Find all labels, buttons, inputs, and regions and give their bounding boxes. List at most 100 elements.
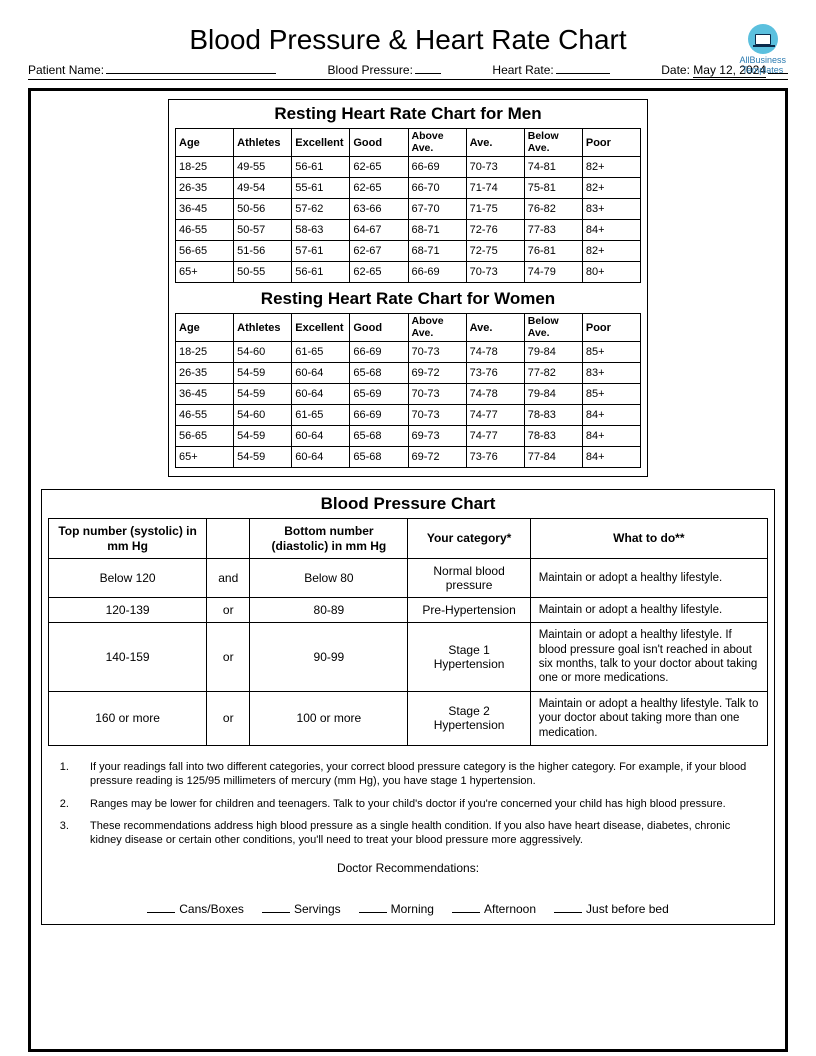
heart-rate-input[interactable]: [556, 62, 610, 74]
table-cell: 26-35: [176, 363, 234, 384]
schedule-field[interactable]: Morning: [359, 901, 434, 916]
table-cell: 60-64: [292, 384, 350, 405]
column-header: [207, 519, 250, 559]
brand-logo: AllBusiness Templates: [739, 24, 786, 75]
table-row: 26-3554-5960-6465-6869-7273-7677-8283+: [176, 363, 641, 384]
schedule-field[interactable]: Afternoon: [452, 901, 536, 916]
men-chart-title: Resting Heart Rate Chart for Men: [175, 104, 641, 124]
blood-pressure-input[interactable]: [415, 62, 441, 74]
table-cell: 66-70: [408, 178, 466, 199]
table-cell: 77-83: [524, 220, 582, 241]
table-cell: 85+: [582, 342, 640, 363]
table-cell: 62-65: [350, 178, 408, 199]
column-header: Top number (systolic) in mm Hg: [49, 519, 207, 559]
table-cell: 83+: [582, 363, 640, 384]
table-cell: 60-64: [292, 426, 350, 447]
table-cell: 61-65: [292, 342, 350, 363]
table-cell: 74-77: [466, 426, 524, 447]
laptop-icon: [748, 24, 778, 54]
table-cell: 84+: [582, 426, 640, 447]
table-cell: Maintain or adopt a healthy lifestyle. T…: [530, 691, 767, 745]
table-cell: 66-69: [408, 262, 466, 283]
table-cell: 54-59: [234, 363, 292, 384]
table-cell: Stage 1 Hypertension: [408, 623, 530, 692]
table-cell: and: [207, 558, 250, 597]
table-cell: 70-73: [466, 262, 524, 283]
table-cell: 61-65: [292, 405, 350, 426]
table-cell: 69-72: [408, 447, 466, 468]
patient-name-input[interactable]: [106, 62, 276, 74]
table-cell: 56-65: [176, 241, 234, 262]
table-row: 26-3549-5455-6162-6566-7071-7475-8182+: [176, 178, 641, 199]
table-row: 18-2554-6061-6566-6970-7374-7879-8485+: [176, 342, 641, 363]
table-cell: 57-61: [292, 241, 350, 262]
table-row: 36-4550-5657-6263-6667-7071-7576-8283+: [176, 199, 641, 220]
table-cell: 73-76: [466, 447, 524, 468]
table-cell: 72-75: [466, 241, 524, 262]
footnote-item: If your readings fall into two different…: [72, 760, 760, 789]
table-cell: 70-73: [408, 384, 466, 405]
table-cell: 68-71: [408, 220, 466, 241]
table-cell: 65-69: [350, 384, 408, 405]
table-cell: or: [207, 623, 250, 692]
blood-pressure-section: Blood Pressure Chart Top number (systoli…: [41, 489, 775, 925]
table-cell: 140-159: [49, 623, 207, 692]
column-header: Ave.: [466, 314, 524, 342]
table-cell: 76-81: [524, 241, 582, 262]
table-cell: 80-89: [250, 597, 408, 622]
schedule-field[interactable]: Just before bed: [554, 901, 669, 916]
column-header: AboveAve.: [408, 129, 466, 157]
header-fields-row: Patient Name: Blood Pressure: Heart Rate…: [28, 62, 788, 80]
blood-pressure-table: Top number (systolic) in mm Hg Bottom num…: [48, 518, 768, 746]
table-cell: 57-62: [292, 199, 350, 220]
table-cell: 84+: [582, 447, 640, 468]
table-cell: 84+: [582, 220, 640, 241]
table-cell: 70-73: [408, 342, 466, 363]
column-header: Poor: [582, 129, 640, 157]
footnote-item: These recommendations address high blood…: [72, 819, 760, 848]
table-cell: 82+: [582, 178, 640, 199]
table-cell: 66-69: [350, 342, 408, 363]
table-cell: 54-60: [234, 342, 292, 363]
schedule-field[interactable]: Servings: [262, 901, 341, 916]
table-cell: 66-69: [350, 405, 408, 426]
table-cell: 66-69: [408, 157, 466, 178]
table-cell: 46-55: [176, 220, 234, 241]
table-cell: 58-63: [292, 220, 350, 241]
table-cell: 160 or more: [49, 691, 207, 745]
table-cell: 82+: [582, 241, 640, 262]
column-header: Bottom number (diastolic) in mm Hg: [250, 519, 408, 559]
schedule-field[interactable]: Cans/Boxes: [147, 901, 244, 916]
column-header: BelowAve.: [524, 314, 582, 342]
table-cell: 64-67: [350, 220, 408, 241]
men-heart-rate-section: Resting Heart Rate Chart for Men Age Athl…: [168, 99, 648, 477]
table-row: 56-6551-5657-6162-6768-7172-7576-8182+: [176, 241, 641, 262]
table-cell: or: [207, 597, 250, 622]
table-cell: 75-81: [524, 178, 582, 199]
table-row: 18-2549-5556-6162-6566-6970-7374-8182+: [176, 157, 641, 178]
table-cell: 65-68: [350, 447, 408, 468]
table-cell: 69-73: [408, 426, 466, 447]
table-cell: 50-57: [234, 220, 292, 241]
logo-text-1: AllBusiness: [739, 55, 786, 65]
table-cell: 49-55: [234, 157, 292, 178]
main-frame: Resting Heart Rate Chart for Men Age Athl…: [28, 88, 788, 1052]
table-cell: 79-84: [524, 342, 582, 363]
column-header: Age: [176, 129, 234, 157]
table-cell: 36-45: [176, 199, 234, 220]
table-cell: Maintain or adopt a healthy lifestyle. I…: [530, 623, 767, 692]
table-cell: 74-78: [466, 384, 524, 405]
table-cell: 18-25: [176, 342, 234, 363]
page-title: Blood Pressure & Heart Rate Chart: [28, 24, 788, 56]
table-cell: 72-76: [466, 220, 524, 241]
table-cell: 77-84: [524, 447, 582, 468]
heart-rate-label: Heart Rate:: [492, 63, 553, 77]
table-cell: 62-67: [350, 241, 408, 262]
column-header: BelowAve.: [524, 129, 582, 157]
column-header: Athletes: [234, 314, 292, 342]
table-cell: Maintain or adopt a healthy lifestyle.: [530, 597, 767, 622]
table-cell: 65+: [176, 262, 234, 283]
table-cell: Below 80: [250, 558, 408, 597]
table-cell: 77-82: [524, 363, 582, 384]
doctor-recommendations-label: Doctor Recommendations:: [48, 861, 768, 875]
